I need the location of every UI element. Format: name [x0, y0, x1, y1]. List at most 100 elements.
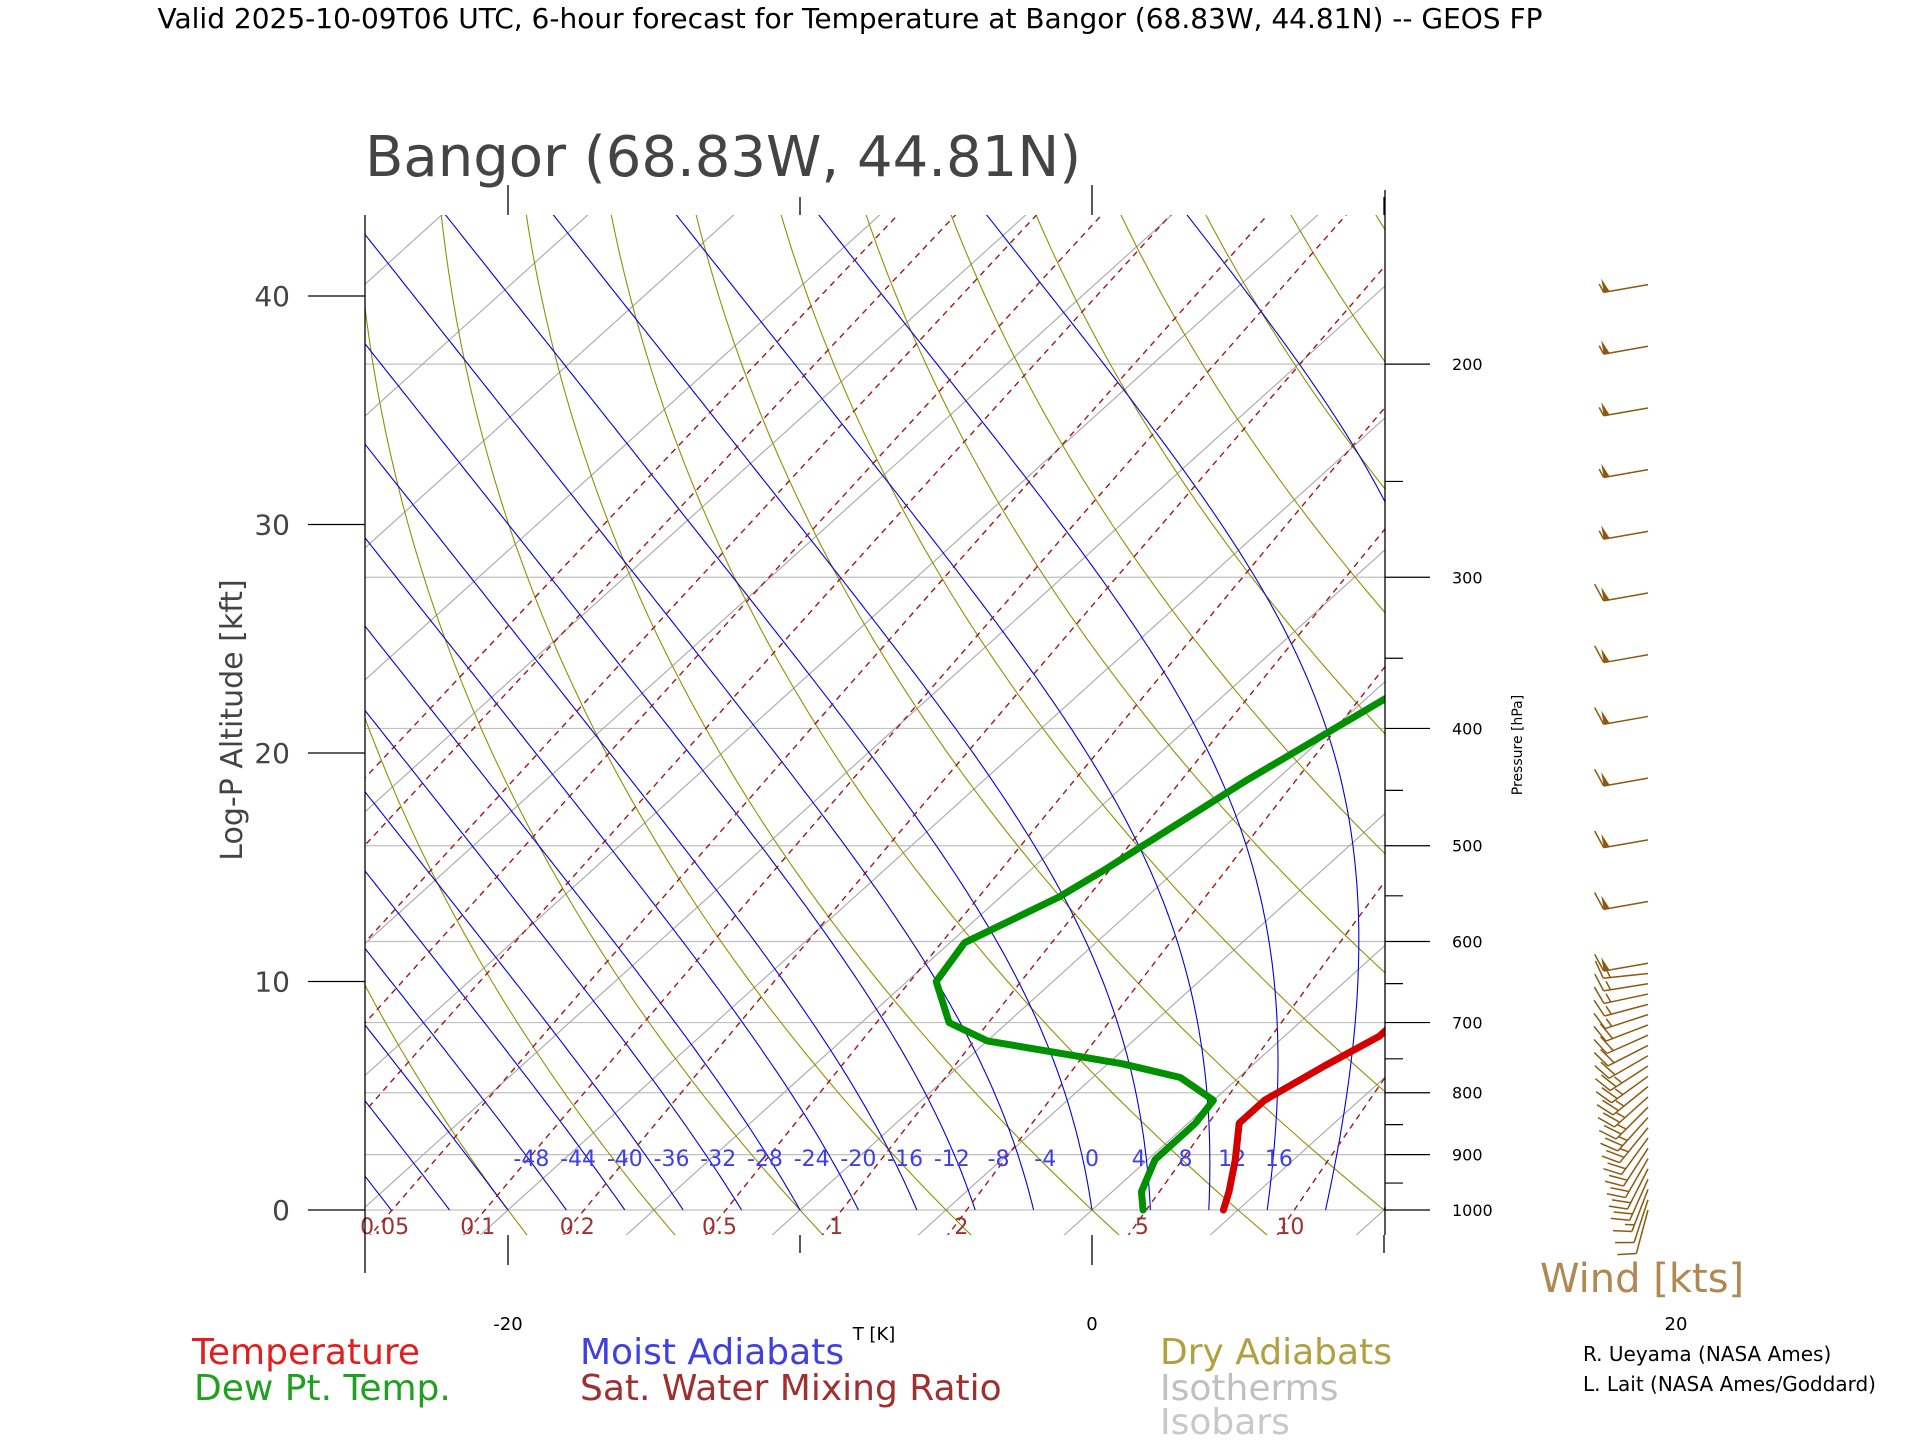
- legend-temperature: Temperature: [192, 1332, 420, 1373]
- mixing-ratio-line: [447, 159, 1396, 1256]
- moist-adiabat-line: [1385, 159, 1576, 1210]
- mixing-ratio-label: 0.05: [360, 1215, 409, 1240]
- pressure-tick-label: 800: [1452, 1084, 1483, 1103]
- isotherm-line: [895, 159, 1920, 1256]
- wind-label: Wind [kts]: [1540, 1256, 1744, 1302]
- wind-barb-staff: [1604, 408, 1648, 416]
- moist-adiabat-line: [0, 159, 216, 1210]
- isotherm-line: [749, 159, 1920, 1256]
- moist-adiabat-line: [0, 159, 683, 1210]
- credit-ueyama: R. Ueyama (NASA Ames): [1583, 1342, 1831, 1366]
- moist-adiabat-label: -4: [1034, 1147, 1056, 1172]
- mixing-ratio-label: 1: [829, 1215, 843, 1240]
- wind-barbs: [1594, 271, 1648, 1259]
- moist-adiabat-label: 4: [1132, 1147, 1146, 1172]
- wind-barb: [1598, 518, 1648, 540]
- mixing-ratio-line: [0, 159, 951, 1256]
- wind-barb: [1595, 575, 1648, 602]
- wind-barb: [1595, 822, 1648, 849]
- pressure-tick-label: 400: [1452, 719, 1483, 738]
- moist-adiabat-line: [64, 159, 858, 1210]
- wind-barb-staff: [1604, 593, 1648, 601]
- series-lines: [936, 221, 1920, 1210]
- moist-adiabat-line: [1559, 159, 1919, 1210]
- moist-adiabat-label: -44: [560, 1147, 596, 1172]
- wind-barb: [1595, 699, 1648, 726]
- wind-barb: [1598, 394, 1648, 416]
- pressure-tick-label: 600: [1452, 933, 1483, 952]
- dry-adiabat-line: [1837, 159, 1920, 1256]
- wind-barb-flag: [1602, 1151, 1620, 1167]
- dry-adiabat-line: [271, 159, 693, 1256]
- wind-barb: [1594, 998, 1648, 1031]
- temperature-line: [1223, 221, 1920, 1210]
- x-tick-label: 20: [1665, 1314, 1688, 1335]
- wind-barb: [1594, 976, 1648, 1004]
- moist-adiabat-label: 16: [1265, 1147, 1293, 1172]
- moist-adiabat-line: [218, 159, 975, 1210]
- moist-adiabat-line: [0, 159, 742, 1210]
- wind-barb-staff: [1604, 531, 1648, 539]
- moist-adiabat-label: -24: [794, 1147, 830, 1172]
- wind-barb-half: [1606, 993, 1611, 1002]
- isotherm-line: [603, 159, 1817, 1256]
- pressure-tick-label: 700: [1452, 1014, 1483, 1033]
- isotherm-line: [0, 159, 650, 1256]
- dry-adiabat-line: [1260, 159, 1920, 1256]
- wind-barb-staff: [1604, 963, 1648, 971]
- isotherm-line: [1625, 159, 1920, 1256]
- moist-adiabat-label: -48: [513, 1147, 549, 1172]
- credit-lait: L. Lait (NASA Ames/Goddard): [1583, 1372, 1876, 1396]
- x-axis-label: T [K]: [852, 1324, 896, 1345]
- isotherm-line: [0, 159, 504, 1256]
- moist-adiabat-line: [0, 159, 333, 1210]
- moist-adiabat-label: -12: [934, 1147, 970, 1172]
- moist-adiabat-label: -32: [700, 1147, 736, 1172]
- mixing-ratio-label: 0.2: [560, 1215, 595, 1240]
- moist-adiabat-line: [0, 159, 800, 1210]
- dry-adiabat-line: [683, 159, 1441, 1256]
- dry-adiabat-line: [436, 159, 992, 1256]
- y-tick-label: 40: [254, 280, 290, 313]
- moist-adiabat-line: [0, 159, 625, 1210]
- moist-adiabat-label: -20: [840, 1147, 876, 1172]
- legend-dry-adiabats: Dry Adiabats: [1160, 1332, 1392, 1373]
- mixing-ratio-label: 5: [1135, 1215, 1149, 1240]
- wind-barb-staff: [1604, 285, 1648, 293]
- wind-barb-staff: [1604, 346, 1648, 354]
- y-axis-label: Log-P Altitude [kft]: [215, 579, 250, 860]
- mixing-ratio-line: [238, 159, 1222, 1256]
- moist-adiabat-label: -28: [747, 1147, 783, 1172]
- dry-adiabat-line: [1590, 159, 1920, 1256]
- moist-adiabat-label: -16: [887, 1147, 923, 1172]
- legend-isobars: Isobars: [1160, 1402, 1290, 1443]
- dry-adiabat-line: [1672, 159, 1920, 1256]
- moist-adiabat-line: [632, 159, 1210, 1210]
- dry-adiabat-line: [1425, 159, 1920, 1256]
- moist-adiabat-label: 0: [1085, 1147, 1099, 1172]
- moist-adiabat-line: [0, 159, 508, 1210]
- wind-barb-flag: [1615, 1237, 1634, 1248]
- isotherm-line: [1479, 159, 1920, 1256]
- wind-barb-flag: [1600, 1139, 1617, 1156]
- background-lines: [0, 159, 1920, 1256]
- isotherm-line: [0, 159, 796, 1256]
- wind-barb-staff: [1604, 902, 1648, 910]
- wind-barb: [1595, 637, 1648, 664]
- isotherm-line: [0, 159, 66, 1256]
- wind-barb: [1598, 271, 1648, 293]
- isotherm-line: [1187, 159, 1920, 1256]
- moist-adiabat-label: -8: [988, 1147, 1010, 1172]
- mixing-ratio-line: [933, 159, 1793, 1256]
- wind-barb-flag: [1599, 1126, 1616, 1143]
- mixing-ratio-line: [1263, 159, 1920, 1256]
- mixing-ratio-line: [1424, 159, 1920, 1256]
- pressure-tick-label: 300: [1452, 568, 1483, 587]
- mixing-ratio-line: [157, 159, 1154, 1256]
- mixing-ratio-line: [546, 159, 1478, 1256]
- dry-adiabat-line: [1178, 159, 1920, 1256]
- dry-adiabat-line: [1095, 159, 1920, 1256]
- pressure-tick-label: 500: [1452, 837, 1483, 856]
- isotherm-line: [0, 159, 212, 1256]
